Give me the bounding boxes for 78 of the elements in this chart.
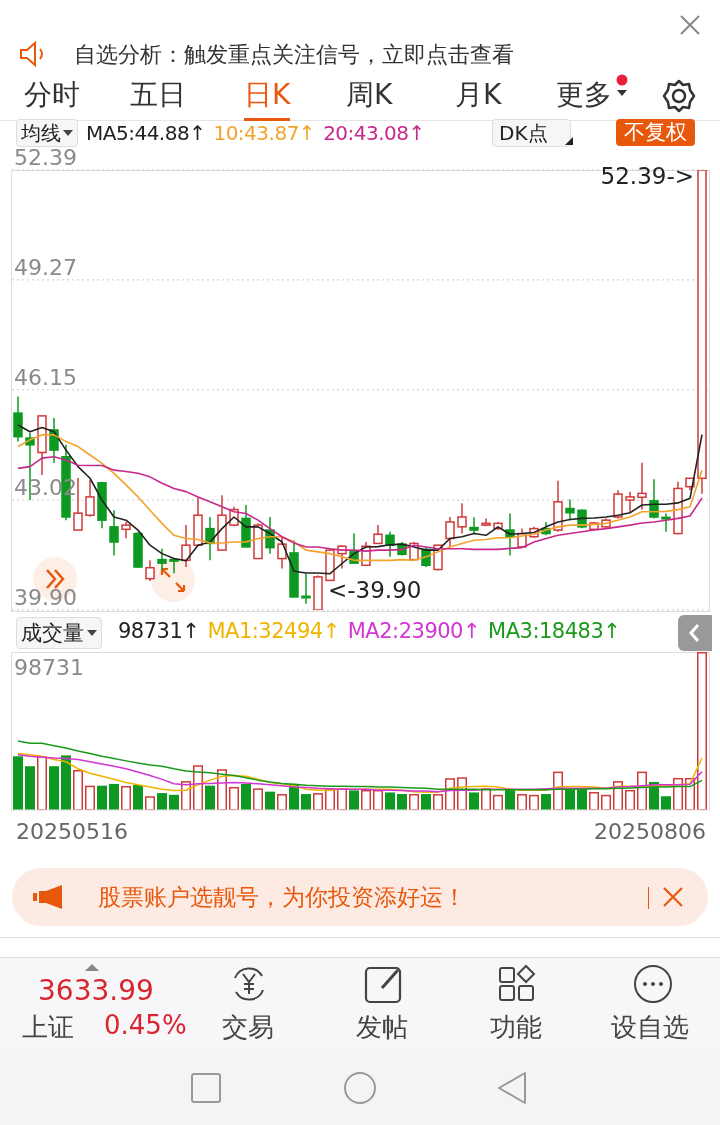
text: MA5:44.88↑: [86, 121, 206, 145]
text: 20250516: [16, 819, 128, 844]
text: 日K: [244, 77, 291, 113]
bar: [589, 791, 599, 810]
bar: [109, 783, 119, 810]
text: 不复权: [616, 119, 695, 146]
text: 更多: [556, 77, 612, 113]
text: 均线: [16, 119, 78, 147]
bar: [517, 794, 527, 810]
bar: [337, 788, 347, 810]
bar: [253, 788, 263, 810]
text: 分时: [24, 77, 80, 113]
bar: [421, 794, 431, 810]
bar: [361, 789, 371, 810]
annotation: 98731: [14, 655, 84, 680]
bar: [277, 794, 287, 810]
bar: [241, 783, 251, 810]
bar: [145, 796, 155, 810]
y-tick-label: 39.90: [14, 585, 77, 610]
text: 交易: [222, 1011, 274, 1044]
text: 20250806: [593, 819, 706, 844]
y-tick-label: 52.39: [14, 145, 77, 170]
text: 功能: [490, 1011, 542, 1044]
bar: [169, 794, 179, 810]
bar: [97, 785, 107, 810]
bar: [301, 794, 311, 810]
text: 月K: [455, 77, 502, 113]
bar: [25, 766, 35, 810]
bar: [541, 794, 551, 810]
text: 3633.99: [38, 974, 154, 1007]
text: 成交量: [16, 617, 102, 649]
bar: [13, 756, 23, 810]
y-tick-label: 49.27: [14, 254, 77, 280]
bar: [469, 792, 479, 810]
annotation: 52.39->: [600, 163, 694, 189]
bar: [85, 785, 95, 810]
bar: [385, 792, 395, 810]
bar: [409, 794, 419, 810]
text: 10:43.87↑: [213, 121, 316, 145]
bar: [529, 794, 539, 810]
text: 20:43.08↑: [323, 121, 425, 145]
bar: [313, 793, 323, 810]
text: 0.45%: [104, 1010, 187, 1040]
text: 周K: [346, 77, 393, 113]
bar: [601, 794, 611, 810]
bar: [37, 756, 47, 810]
text: 上证: [22, 1011, 74, 1044]
bar: [481, 788, 491, 810]
bar: [121, 785, 131, 810]
text: MA1:32494↑: [207, 619, 340, 643]
text: DK点: [492, 119, 571, 147]
bar: [493, 794, 503, 810]
bar: [205, 785, 215, 810]
bar: [181, 781, 191, 810]
bar: [133, 785, 143, 810]
text: MA2:23900↑: [347, 619, 481, 643]
text: 设自选: [611, 1011, 689, 1044]
bar: [661, 796, 671, 810]
text: 五日: [130, 77, 186, 113]
bar: [373, 789, 383, 810]
bar: [349, 790, 359, 810]
bar: [229, 786, 239, 810]
bar: [697, 652, 707, 810]
bar: [433, 794, 443, 810]
bar: [157, 793, 167, 810]
bar: [73, 770, 83, 810]
text: 自选分析：触发重点关注信号，立即点击查看: [74, 41, 514, 69]
text: 发帖: [356, 1011, 408, 1044]
text: 98731↑: [118, 619, 200, 643]
text: 股票账户选靓号，为你投资添好运！: [98, 883, 466, 912]
text: MA3:18483↑: [488, 619, 621, 643]
bar: [49, 766, 59, 810]
bar: [61, 755, 71, 810]
bar: [265, 791, 275, 810]
bar: [397, 794, 407, 810]
bar: [625, 789, 635, 810]
annotation: <-39.90: [328, 577, 422, 603]
y-tick-label: 46.15: [14, 364, 77, 390]
